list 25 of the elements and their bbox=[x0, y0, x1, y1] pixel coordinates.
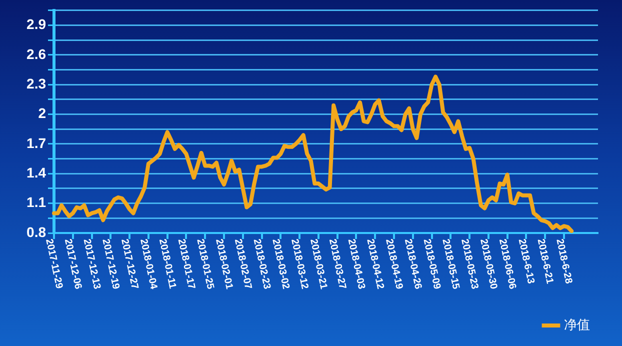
y-tick-label: 2.3 bbox=[26, 75, 46, 92]
x-tick-label: 2018-05-30 bbox=[478, 238, 499, 291]
y-tick-label: 2.9 bbox=[26, 16, 46, 32]
x-tick-label: 2018-6-28 bbox=[554, 238, 574, 286]
y-tick-label: 1.4 bbox=[26, 164, 46, 180]
y-tick-label: 1.1 bbox=[26, 194, 46, 210]
x-tick-label: 2018-04-12 bbox=[364, 238, 386, 291]
x-tick-label: 2018-6-13 bbox=[516, 238, 536, 286]
x-tick-label: 2018-01-04 bbox=[138, 238, 159, 291]
x-tick-label: 2018-03-02 bbox=[270, 238, 292, 291]
x-tick-label: 2018-05-23 bbox=[458, 238, 480, 291]
x-tick-label: 2018-03-27 bbox=[326, 238, 348, 291]
x-tick-label: 2017-12-19 bbox=[100, 238, 122, 291]
x-tick-label: 2018-03-21 bbox=[308, 238, 329, 291]
x-tick-label: 2018-06-06 bbox=[496, 238, 518, 291]
y-tick-label: 0.8 bbox=[26, 224, 46, 240]
x-tick-label: 2017-12-06 bbox=[62, 238, 84, 291]
x-tick-label: 2018-03-12 bbox=[288, 238, 310, 291]
y-tick-label: 2.6 bbox=[26, 46, 46, 62]
x-tick-label: 2017-11-29 bbox=[43, 238, 64, 290]
x-tick-label: 2018-01-11 bbox=[156, 238, 178, 290]
x-tick-label: 2018-6-21 bbox=[534, 238, 556, 286]
y-tick-label: 2 bbox=[38, 105, 46, 122]
y-tick-label: 1.7 bbox=[26, 134, 46, 151]
legend-label: 净值 bbox=[564, 318, 590, 333]
